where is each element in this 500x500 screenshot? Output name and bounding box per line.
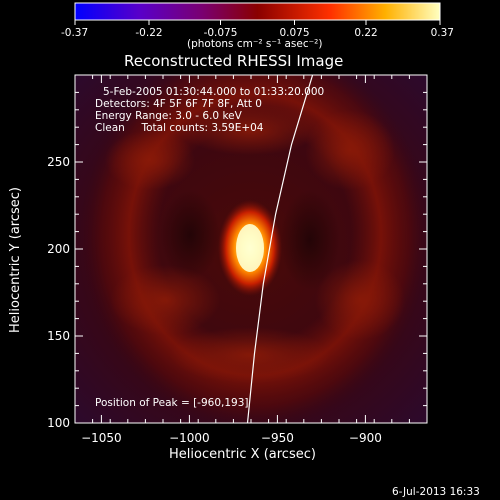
colorbar-units-label: (photons cm⁻² s⁻¹ asec⁻²): [187, 38, 323, 50]
solar-limb-curve: [246, 75, 314, 423]
y-tick-label: 250: [47, 155, 70, 169]
colorbar-ticks: -0.37 -0.22 -0.075 0.075 0.22 0.37: [61, 20, 454, 39]
colorbar-tick-label: -0.37: [61, 27, 88, 39]
info-line-time: 5-Feb-2005 01:30:44.000 to 01:33:20.000: [103, 86, 325, 98]
info-line-clean: Clean Total counts: 3.59E+04: [95, 122, 264, 134]
info-line-detectors: Detectors: 4F 5F 6F 7F 8F, Att 0: [95, 98, 262, 110]
x-tick-label: −1000: [169, 431, 210, 445]
colorbar-tick-label: 0.075: [279, 27, 309, 39]
y-axis-label: Heliocentric Y (arcsec): [8, 187, 23, 333]
colorbar-tick-label: 0.37: [431, 27, 454, 39]
info-line-energy: Energy Range: 3.0 - 6.0 keV: [95, 110, 242, 122]
y-tick-label: 150: [47, 329, 70, 343]
colorbar-tick-label: -0.075: [204, 27, 238, 39]
x-tick-label: −950: [261, 431, 294, 445]
y-tick-label: 200: [47, 242, 70, 256]
x-tick-label: −1050: [81, 431, 122, 445]
x-axis-label: Heliocentric X (arcsec): [169, 447, 316, 462]
y-tick-label: 100: [47, 416, 70, 430]
timestamp: 6-Jul-2013 16:33: [392, 486, 480, 498]
plot-title: Reconstructed RHESSI Image: [124, 52, 344, 70]
peak-position-label: Position of Peak = [-960,193]: [95, 397, 249, 409]
colorbar-tick-label: -0.22: [135, 27, 162, 39]
x-tick-label: −900: [349, 431, 382, 445]
colorbar-tick-label: 0.22: [354, 27, 377, 39]
axis-ticks: −1050 −1000 −950 −900 100 150 200 250: [47, 74, 428, 445]
heatmap-image: [75, 75, 427, 423]
colorbar: [74, 2, 441, 21]
